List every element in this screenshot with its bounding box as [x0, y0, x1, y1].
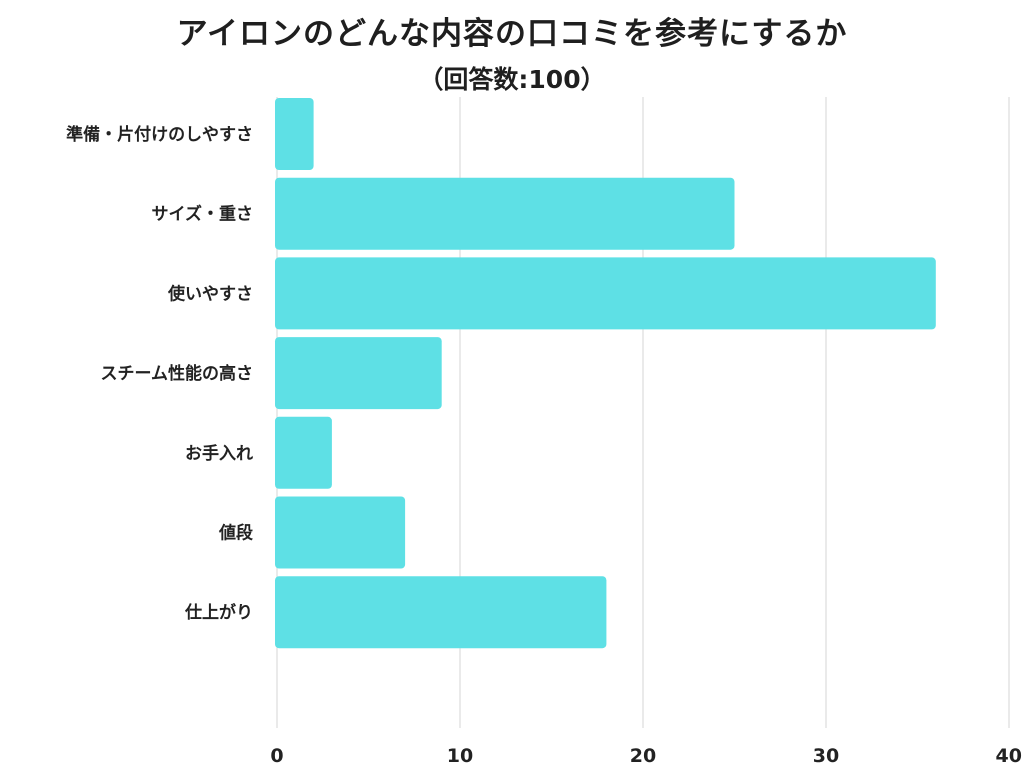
category-label-6: 値段 — [218, 523, 253, 544]
category-label-4: スチーム性能の高さ — [101, 363, 254, 384]
x-tick-label-0: 0 — [270, 745, 283, 767]
chart-title: アイロンのどんな内容の口コミを参考にするか — [176, 16, 848, 52]
bar-1 — [275, 98, 314, 170]
bar-7 — [275, 576, 607, 649]
category-label-2: サイズ・重さ — [152, 204, 254, 225]
bar-2 — [275, 177, 735, 250]
x-tick-label-20: 20 — [630, 745, 656, 767]
chart-subtitle: （回答数:100） — [418, 65, 606, 94]
bar-3 — [275, 257, 936, 330]
x-tick-label-30: 30 — [813, 745, 839, 767]
bar-4 — [275, 337, 442, 410]
x-tick-label-40: 40 — [996, 745, 1022, 767]
category-label-3: 使いやすさ — [167, 283, 253, 304]
category-label-1: 準備・片付けのしやすさ — [66, 124, 253, 145]
bar-6 — [275, 496, 406, 569]
category-label-5: お手入れ — [185, 443, 253, 464]
x-tick-label-10: 10 — [447, 745, 473, 767]
category-label-7: 仕上がり — [184, 602, 253, 623]
bar-5 — [275, 416, 332, 489]
